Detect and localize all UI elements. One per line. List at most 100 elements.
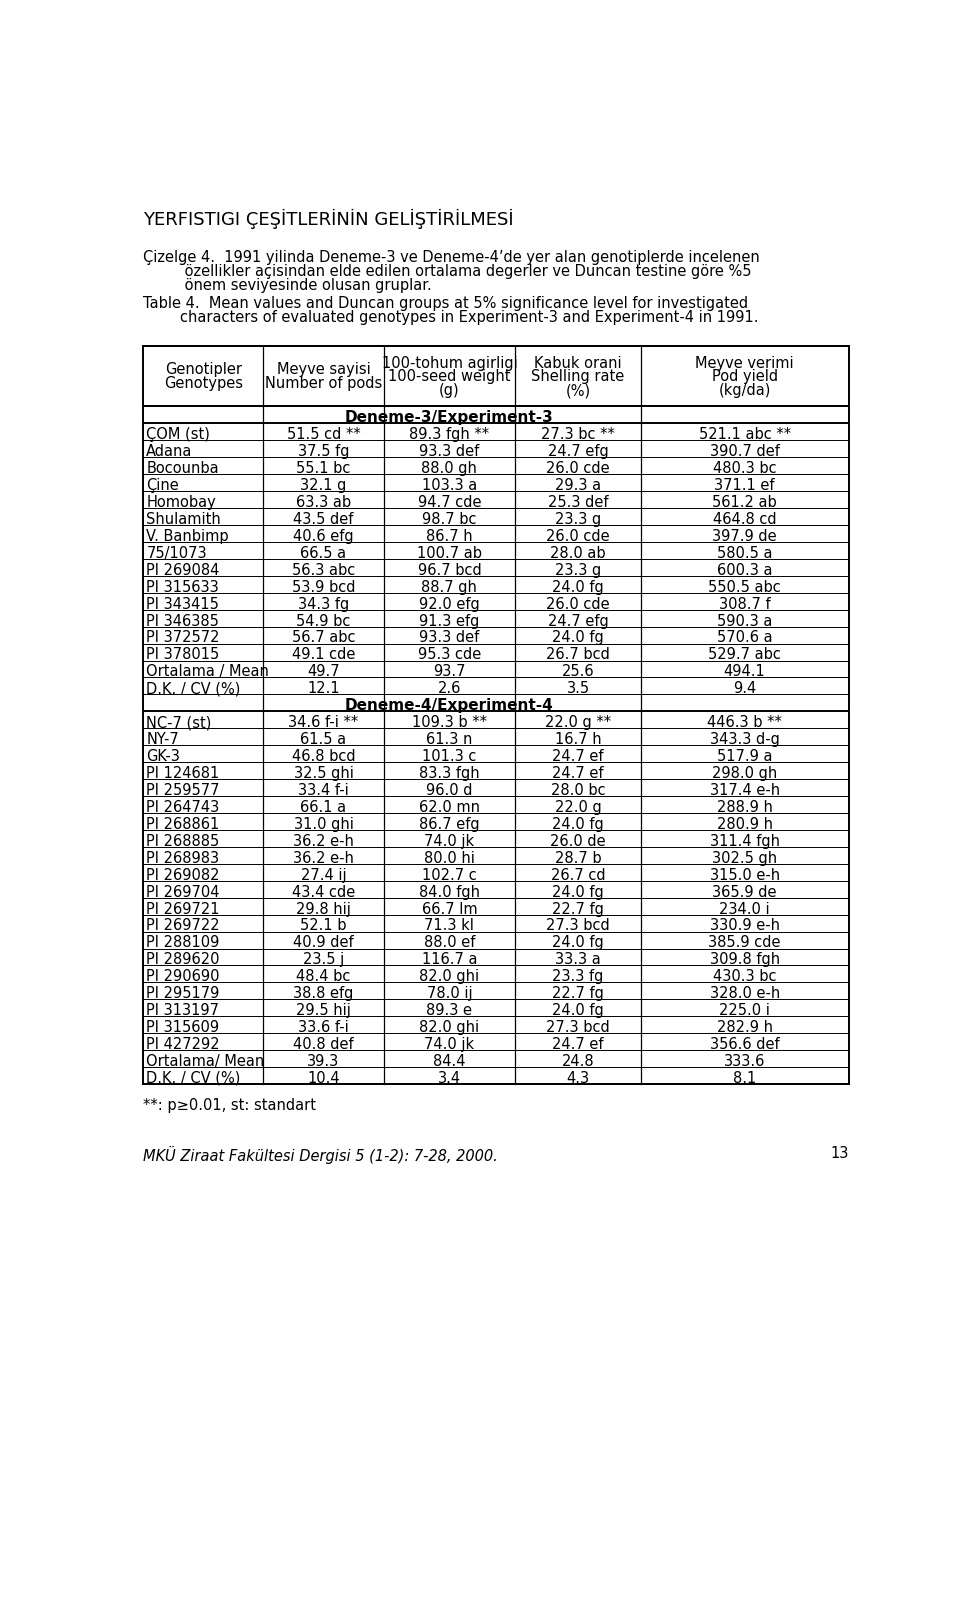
Text: Meyve sayisi: Meyve sayisi xyxy=(276,362,371,377)
Text: 28.7 b: 28.7 b xyxy=(555,851,601,866)
Text: characters of evaluated genotypes in Experiment-3 and Experiment-4 in 1991.: characters of evaluated genotypes in Exp… xyxy=(143,309,758,325)
Text: 315.0 e-h: 315.0 e-h xyxy=(709,867,780,883)
Text: 330.9 e-h: 330.9 e-h xyxy=(709,919,780,933)
Text: 22.0 g: 22.0 g xyxy=(555,800,601,814)
Text: 28.0 bc: 28.0 bc xyxy=(551,782,606,798)
Text: 570.6 a: 570.6 a xyxy=(717,630,773,646)
Text: 343.3 d-g: 343.3 d-g xyxy=(709,733,780,747)
Text: 88.7 gh: 88.7 gh xyxy=(421,580,477,595)
Text: 82.0 ghi: 82.0 ghi xyxy=(420,970,479,984)
Text: PI 269084: PI 269084 xyxy=(146,563,220,577)
Text: 93.7: 93.7 xyxy=(433,664,466,680)
Text: **: p≥0.01, st: standart: **: p≥0.01, st: standart xyxy=(143,1098,316,1112)
Text: PI 269722: PI 269722 xyxy=(146,919,220,933)
Text: 328.0 e-h: 328.0 e-h xyxy=(709,986,780,1002)
Text: 590.3 a: 590.3 a xyxy=(717,614,773,628)
Text: 234.0 i: 234.0 i xyxy=(719,901,770,917)
Text: 24.0 fg: 24.0 fg xyxy=(552,818,604,832)
Text: 298.0 gh: 298.0 gh xyxy=(712,766,778,781)
Text: PI 124681: PI 124681 xyxy=(146,766,220,781)
Text: 93.3 def: 93.3 def xyxy=(420,630,479,646)
Text: 33.6 f-i: 33.6 f-i xyxy=(298,1020,348,1036)
Text: 480.3 bc: 480.3 bc xyxy=(713,462,777,476)
Text: 464.8 cd: 464.8 cd xyxy=(713,511,777,527)
Text: 24.7 ef: 24.7 ef xyxy=(552,749,604,765)
Text: 49.7: 49.7 xyxy=(307,664,340,680)
Text: 83.3 fgh: 83.3 fgh xyxy=(420,766,480,781)
Text: 49.1 cde: 49.1 cde xyxy=(292,648,355,662)
Text: 43.4 cde: 43.4 cde xyxy=(292,885,355,899)
Text: PI 268983: PI 268983 xyxy=(146,851,220,866)
Text: 9.4: 9.4 xyxy=(733,681,756,696)
Text: 550.5 abc: 550.5 abc xyxy=(708,580,781,595)
Text: 26.0 de: 26.0 de xyxy=(550,834,606,848)
Text: 3.4: 3.4 xyxy=(438,1071,461,1085)
Text: PI 378015: PI 378015 xyxy=(146,648,220,662)
Text: 12.1: 12.1 xyxy=(307,681,340,696)
Text: 102.7 c: 102.7 c xyxy=(422,867,477,883)
Text: 8.1: 8.1 xyxy=(733,1071,756,1085)
Text: PI 268885: PI 268885 xyxy=(146,834,220,848)
Text: 24.7 efg: 24.7 efg xyxy=(547,444,609,458)
Text: 62.0 mn: 62.0 mn xyxy=(419,800,480,814)
Text: D.K. / CV (%): D.K. / CV (%) xyxy=(146,681,241,696)
Text: 22.7 fg: 22.7 fg xyxy=(552,901,604,917)
Text: 89.3 e: 89.3 e xyxy=(426,1003,472,1018)
Text: 96.0 d: 96.0 d xyxy=(426,782,472,798)
Text: 24.7 ef: 24.7 ef xyxy=(552,766,604,781)
Text: 56.7 abc: 56.7 abc xyxy=(292,630,355,646)
Text: 27.3 bcd: 27.3 bcd xyxy=(546,1020,610,1036)
Text: 24.7 ef: 24.7 ef xyxy=(552,1037,604,1052)
Text: 24.7 efg: 24.7 efg xyxy=(547,614,609,628)
Text: 27.3 bcd: 27.3 bcd xyxy=(546,919,610,933)
Text: 26.0 cde: 26.0 cde xyxy=(546,529,610,543)
Text: 40.9 def: 40.9 def xyxy=(293,936,353,951)
Text: 288.9 h: 288.9 h xyxy=(717,800,773,814)
Text: Çine: Çine xyxy=(146,478,180,494)
Text: 25.3 def: 25.3 def xyxy=(548,495,609,510)
Text: 34.6 f-i **: 34.6 f-i ** xyxy=(288,715,359,731)
Text: 34.3 fg: 34.3 fg xyxy=(298,596,349,612)
Text: 282.9 h: 282.9 h xyxy=(717,1020,773,1036)
Text: 309.8 fgh: 309.8 fgh xyxy=(709,952,780,967)
Text: Shelling rate: Shelling rate xyxy=(532,369,625,385)
Text: Ortalama/ Mean: Ortalama/ Mean xyxy=(146,1055,265,1069)
Text: 36.2 e-h: 36.2 e-h xyxy=(293,851,354,866)
Text: (%): (%) xyxy=(565,383,590,398)
Text: PI 315609: PI 315609 xyxy=(146,1020,220,1036)
Text: PI 290690: PI 290690 xyxy=(146,970,220,984)
Text: 39.3: 39.3 xyxy=(307,1055,340,1069)
Text: 446.3 b **: 446.3 b ** xyxy=(708,715,782,731)
Text: 22.0 g **: 22.0 g ** xyxy=(545,715,612,731)
Text: Number of pods: Number of pods xyxy=(265,375,382,391)
Text: Deneme-3/Experiment-3: Deneme-3/Experiment-3 xyxy=(345,410,554,425)
Text: ÇOM (st): ÇOM (st) xyxy=(146,428,210,442)
Text: Deneme-4/Experiment-4: Deneme-4/Experiment-4 xyxy=(345,699,554,713)
Text: 27.4 ij: 27.4 ij xyxy=(300,867,347,883)
Text: PI 427292: PI 427292 xyxy=(146,1037,220,1052)
Text: PI 268861: PI 268861 xyxy=(146,818,220,832)
Text: 23.3 g: 23.3 g xyxy=(555,511,601,527)
Text: 86.7 efg: 86.7 efg xyxy=(420,818,480,832)
Text: 280.9 h: 280.9 h xyxy=(717,818,773,832)
Text: 80.0 hi: 80.0 hi xyxy=(424,851,475,866)
Text: 494.1: 494.1 xyxy=(724,664,765,680)
Text: 61.5 a: 61.5 a xyxy=(300,733,347,747)
Text: 27.3 bc **: 27.3 bc ** xyxy=(541,428,615,442)
Text: 23.3 g: 23.3 g xyxy=(555,563,601,577)
Text: 390.7 def: 390.7 def xyxy=(709,444,780,458)
Text: 371.1 ef: 371.1 ef xyxy=(714,478,775,494)
Text: (kg/da): (kg/da) xyxy=(718,383,771,398)
Text: 29.5 hij: 29.5 hij xyxy=(296,1003,350,1018)
Text: 103.3 a: 103.3 a xyxy=(421,478,477,494)
Text: PI 269721: PI 269721 xyxy=(146,901,220,917)
Text: 24.8: 24.8 xyxy=(562,1055,594,1069)
Text: Çizelge 4.  1991 yilinda Deneme-3 ve Deneme-4’de yer alan genotiplerde incelenen: Çizelge 4. 1991 yilinda Deneme-3 ve Dene… xyxy=(143,250,760,264)
Text: NY-7: NY-7 xyxy=(146,733,180,747)
Text: 28.0 ab: 28.0 ab xyxy=(550,545,606,561)
Text: Table 4.  Mean values and Duncan groups at 5% significance level for investigate: Table 4. Mean values and Duncan groups a… xyxy=(143,297,749,311)
Text: 66.5 a: 66.5 a xyxy=(300,545,347,561)
Text: 225.0 i: 225.0 i xyxy=(719,1003,770,1018)
Text: 356.6 def: 356.6 def xyxy=(709,1037,780,1052)
Text: Homobay: Homobay xyxy=(146,495,216,510)
